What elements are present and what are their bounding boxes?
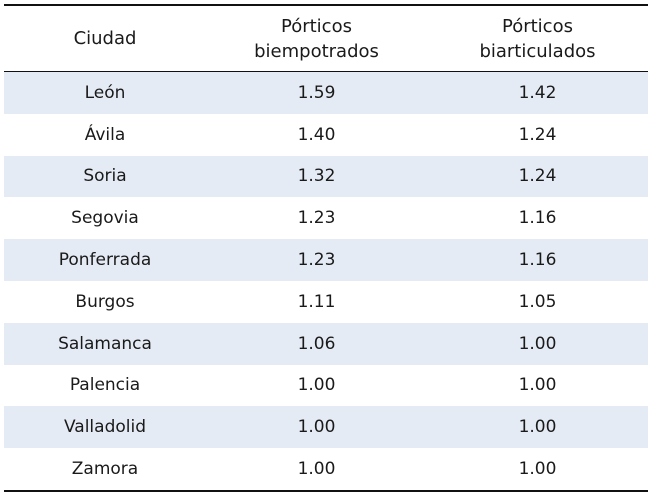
table-row: Ávila 1.40 1.24 <box>4 114 648 156</box>
cell-biarticulados: 1.00 <box>427 322 648 365</box>
cell-city: Zamora <box>71 459 139 480</box>
cell-biempotrados: 1.00 <box>297 375 336 396</box>
table-row: Ponferrada 1.23 1.16 <box>4 239 648 281</box>
coefficient-table: Ciudad Pórticos biempotrados Pórticos bi… <box>4 4 648 492</box>
cell-biarticulados: 1.42 <box>427 71 648 114</box>
header-biempotrados: Pórticos biempotrados <box>206 5 427 72</box>
cell-biempotrados: 1.59 <box>206 71 427 114</box>
cell-city: Palencia <box>69 375 141 396</box>
cell-biempotrados: 1.06 <box>206 322 427 365</box>
cell-biempotrados: 1.32 <box>206 155 427 198</box>
header-city-label: Ciudad <box>73 28 137 49</box>
table-row: Segovia 1.23 1.16 <box>4 197 648 239</box>
data-table-container: Ciudad Pórticos biempotrados Pórticos bi… <box>4 4 648 492</box>
cell-biarticulados: 1.24 <box>427 155 648 198</box>
cell-biarticulados: 1.16 <box>427 239 648 281</box>
cell-city: Segovia <box>71 208 139 229</box>
header-biarticulados-line1: Pórticos <box>502 15 573 37</box>
cell-city: Salamanca <box>4 322 206 365</box>
header-biarticulados: Pórticos biarticulados <box>427 5 648 72</box>
cell-biarticulados: 1.05 <box>518 291 557 312</box>
cell-biempotrados: 1.00 <box>297 459 336 480</box>
cell-biempotrados: 1.23 <box>297 208 336 229</box>
header-biempotrados-line2: biempotrados <box>254 40 379 62</box>
table-row: Burgos 1.11 1.05 <box>4 281 648 323</box>
header-row: Ciudad Pórticos biempotrados Pórticos bi… <box>4 5 648 72</box>
table-row: Salamanca 1.06 1.00 <box>4 322 648 365</box>
cell-biarticulados: 1.00 <box>518 375 557 396</box>
cell-city: Burgos <box>75 291 135 312</box>
table-row: Palencia 1.00 1.00 <box>4 365 648 407</box>
cell-biempotrados: 1.23 <box>206 239 427 281</box>
cell-city: Ponferrada <box>4 239 206 281</box>
cell-biarticulados: 1.16 <box>518 208 557 229</box>
header-biarticulados-line2: biarticulados <box>479 40 596 62</box>
cell-city: Soria <box>4 155 206 198</box>
cell-biempotrados: 1.11 <box>297 291 336 312</box>
header-city: Ciudad <box>4 5 206 72</box>
cell-biempotrados: 1.40 <box>297 124 336 145</box>
table-header: Ciudad Pórticos biempotrados Pórticos bi… <box>4 5 648 72</box>
cell-biarticulados: 1.24 <box>518 124 557 145</box>
table-body: León 1.59 1.42 Ávila 1.40 1.24 Soria 1.3… <box>4 71 648 491</box>
table-row: Zamora 1.00 1.00 <box>4 448 648 491</box>
table-row: Valladolid 1.00 1.00 <box>4 406 648 449</box>
cell-biempotrados: 1.00 <box>206 406 427 449</box>
cell-city: Valladolid <box>4 406 206 449</box>
table-row: Soria 1.32 1.24 <box>4 155 648 198</box>
cell-city: Ávila <box>84 124 126 145</box>
cell-biarticulados: 1.00 <box>518 459 557 480</box>
cell-city: León <box>4 71 206 114</box>
table-row: León 1.59 1.42 <box>4 71 648 114</box>
cell-biarticulados: 1.00 <box>427 406 648 449</box>
header-biempotrados-line1: Pórticos <box>281 15 352 37</box>
